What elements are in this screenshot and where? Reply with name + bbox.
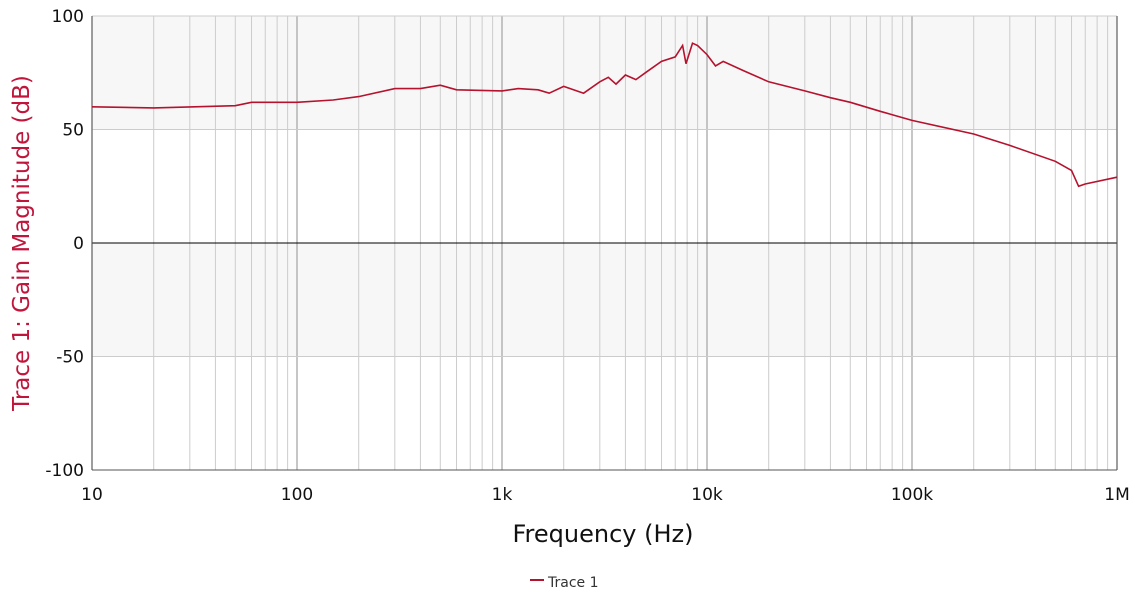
x-tick-label: 10k bbox=[691, 485, 723, 505]
legend-label: Trace 1 bbox=[547, 575, 599, 591]
plot-band bbox=[92, 356, 1117, 470]
plot-band bbox=[92, 16, 1117, 130]
plot-band bbox=[92, 243, 1117, 357]
y-tick-label: -100 bbox=[45, 461, 84, 481]
x-tick-label: 1k bbox=[492, 485, 513, 505]
x-tick-label: 100 bbox=[281, 485, 313, 505]
y-tick-label: 100 bbox=[52, 7, 84, 27]
x-tick-label: 10 bbox=[81, 485, 103, 505]
y-tick-label: 50 bbox=[62, 121, 84, 141]
x-axis-label: Frequency (Hz) bbox=[513, 520, 694, 548]
x-tick-label: 1M bbox=[1104, 485, 1129, 505]
y-tick-label: -50 bbox=[56, 348, 84, 368]
y-tick-label: 0 bbox=[73, 234, 84, 254]
x-tick-label: 100k bbox=[891, 485, 933, 505]
legend: Trace 1 bbox=[530, 575, 599, 591]
y-axis-label: Trace 1: Gain Magnitude (dB) bbox=[9, 75, 35, 412]
trace-1-line bbox=[91, 42, 1118, 188]
plot-band bbox=[92, 129, 1117, 243]
